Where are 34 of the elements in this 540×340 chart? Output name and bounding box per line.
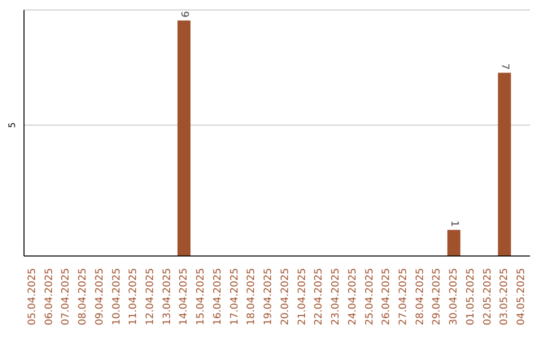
x-tick-label: 28.04.2025	[414, 268, 426, 326]
x-tick-label: 24.04.2025	[347, 268, 358, 326]
data-label: 7	[498, 63, 510, 70]
x-tick-label: 18.04.2025	[246, 268, 258, 326]
x-tick-label: 15.04.2025	[196, 268, 207, 326]
x-tick-label: 08.04.2025	[78, 268, 89, 326]
x-tick-label: 21.04.2025	[296, 268, 308, 326]
x-tick-label: 13.04.2025	[162, 268, 173, 326]
x-tick-label: 14.04.2025	[178, 268, 190, 326]
x-tick-label: 16.04.2025	[212, 268, 224, 326]
x-tick-label: 23.04.2025	[330, 268, 342, 326]
x-tick-label: 11.04.2025	[128, 268, 140, 326]
x-tick-label: 01.05.2025	[465, 268, 476, 326]
x-tick-label: 04.05.2025	[516, 268, 528, 326]
x-tick-label: 17.04.2025	[229, 268, 240, 326]
x-tick-label: 06.04.2025	[44, 268, 55, 326]
x-tick-label: 07.04.2025	[60, 268, 72, 326]
x-tick-label: 19.04.2025	[263, 268, 274, 326]
x-tick-label: 10.04.2025	[111, 268, 122, 326]
x-tick-label: 22.04.2025	[314, 268, 325, 326]
data-label: 1	[448, 220, 460, 227]
x-tick-label: 26.04.2025	[381, 268, 392, 326]
x-tick-label: 03.05.2025	[499, 268, 510, 326]
y-tick-label: 5	[8, 122, 18, 128]
x-tick-label: 20.04.2025	[280, 268, 291, 326]
x-tick-label: 25.04.2025	[364, 268, 376, 326]
x-tick-label: 29.04.2025	[432, 268, 443, 326]
data-label: 9	[178, 11, 190, 18]
x-tick-label: 27.04.2025	[398, 268, 409, 326]
x-tick-label: 02.05.2025	[482, 268, 494, 326]
x-tick-label: 12.04.2025	[145, 268, 156, 326]
x-tick-label: 09.04.2025	[94, 268, 106, 326]
x-tick-label: 30.04.2025	[448, 268, 460, 326]
x-tick-label: 05.04.2025	[26, 268, 38, 326]
